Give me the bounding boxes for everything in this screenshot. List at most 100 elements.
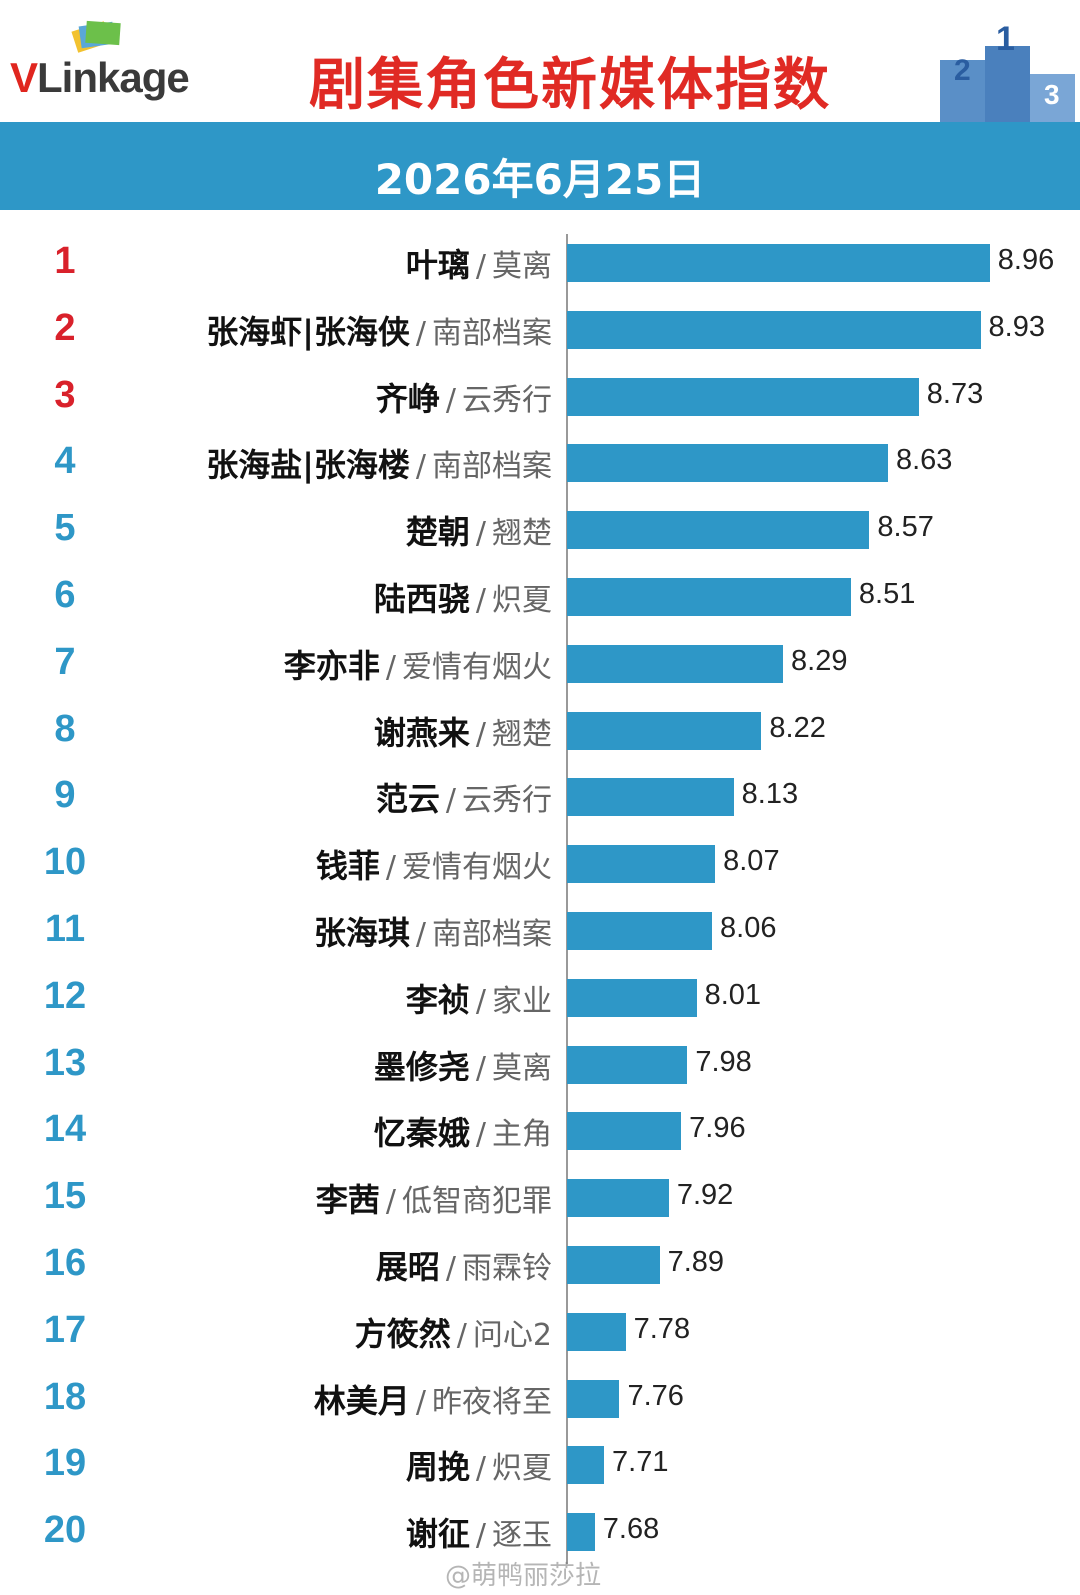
page-title: 剧集角色新媒体指数: [309, 53, 831, 118]
row-label: 谢征 / 逐玉: [406, 1509, 552, 1555]
drama-name: 爱情有烟火: [402, 850, 552, 886]
row-label: 齐峥 / 云秀行: [376, 374, 552, 420]
character-name: 叶璃: [405, 246, 470, 284]
chart-row: 18 林美月 / 昨夜将至 7.76: [0, 1370, 1080, 1437]
separator: /: [456, 1317, 467, 1353]
svg-text:3: 3: [1044, 79, 1060, 110]
drama-name: 南部档案: [432, 315, 552, 351]
svg-text:2: 2: [954, 54, 971, 87]
drama-name: 逐玉: [492, 1518, 552, 1554]
character-name: 钱菲: [315, 847, 380, 886]
chart-row: 7 李亦非 / 爱情有烟火 8.29: [0, 635, 1080, 702]
character-name: 周挽: [405, 1448, 470, 1487]
drama-name: 云秀行: [462, 783, 552, 819]
bar: [567, 912, 713, 950]
character-name: 方筱然: [354, 1314, 451, 1353]
character-name: 张海琪: [313, 914, 410, 952]
data-label: 8.13: [741, 778, 799, 811]
bar: [567, 978, 697, 1017]
data-label: 7.92: [676, 1179, 734, 1212]
character-name: 林美月: [313, 1381, 410, 1420]
bar: [567, 1379, 620, 1418]
drama-name: 翘楚: [492, 716, 552, 752]
bar: [567, 511, 870, 550]
character-name: 展昭: [375, 1248, 440, 1286]
separator: /: [415, 449, 426, 485]
date-text: 2026年6月25日: [374, 155, 706, 204]
row-label: 墨修尧 / 莫离: [374, 1042, 552, 1088]
vlinkage-logo: VLinkage: [10, 16, 250, 112]
row-label: 李茜 / 低智商犯罪: [316, 1175, 552, 1221]
rank-number: 11: [44, 908, 86, 950]
character-name: 范云: [375, 780, 440, 819]
drama-name: 低智商犯罪: [402, 1184, 552, 1220]
separator: /: [445, 783, 456, 819]
data-label: 8.51: [858, 578, 916, 610]
bar: [567, 444, 888, 483]
character-name: 楚朝: [405, 513, 470, 552]
chart-row: 1 叶璃 / 莫离 8.96: [0, 234, 1080, 301]
row-label: 谢燕来 / 翘楚: [374, 708, 552, 754]
rank-number: 17: [43, 1308, 87, 1351]
separator: /: [475, 983, 486, 1019]
logo-v: V: [10, 54, 38, 101]
drama-name: 炽夏: [492, 583, 552, 618]
drama-name: 南部档案: [432, 449, 552, 485]
data-label: 8.29: [791, 644, 848, 677]
rank-number: 3: [54, 373, 76, 416]
header: VLinkage 剧集角色新媒体指数 2 1 3: [0, 0, 1080, 122]
separator: /: [445, 382, 456, 418]
bar: [567, 644, 784, 683]
drama-name: 莫离: [492, 1050, 552, 1086]
data-label: 8.22: [769, 711, 826, 744]
data-label: 7.98: [695, 1045, 752, 1078]
bar: [567, 1179, 669, 1218]
logo-text: VLinkage: [10, 54, 190, 102]
bar: [567, 1446, 605, 1485]
character-name: 陆西骁: [373, 580, 470, 618]
drama-name: 主角: [492, 1117, 552, 1153]
bar: [567, 1513, 595, 1552]
chart-row: 14 忆秦娥 / 主角 7.96: [0, 1102, 1080, 1169]
chart-row: 16 展昭 / 雨霖铃 7.89: [0, 1236, 1080, 1303]
rank-number: 13: [43, 1041, 87, 1084]
separator: /: [475, 1117, 486, 1153]
data-label: 8.93: [988, 310, 1045, 343]
character-name: 李祯: [405, 980, 470, 1019]
data-label: 8.57: [877, 511, 934, 544]
rank-number: 5: [54, 507, 76, 550]
data-label: 7.68: [602, 1513, 660, 1546]
rank-number: 6: [54, 574, 76, 616]
separator: /: [475, 516, 486, 552]
character-name: 李茜: [315, 1181, 380, 1220]
bar: [567, 310, 981, 349]
character-name: 张海虾|张海侠: [206, 312, 410, 351]
chart-row: 4 张海盐|张海楼 / 南部档案 8.63: [0, 434, 1080, 501]
drama-name: 莫离: [492, 249, 552, 284]
bar: [567, 578, 851, 616]
row-label: 李亦非 / 爱情有烟火: [284, 641, 552, 687]
podium-icon: 2 1 3: [940, 20, 1075, 122]
rank-number: 14: [43, 1108, 87, 1151]
rank-number: 19: [43, 1442, 87, 1485]
row-label: 范云 / 云秀行: [376, 774, 552, 820]
date-banner: 2026年6月25日: [0, 122, 1080, 210]
chart-row: 15 李茜 / 低智商犯罪 7.92: [0, 1169, 1080, 1236]
row-label: 陆西骁 / 炽夏: [374, 574, 552, 620]
drama-name: 南部档案: [432, 917, 552, 952]
bar: [567, 845, 716, 884]
logo-cards-icon: [71, 20, 121, 53]
character-name: 张海盐|张海楼: [206, 446, 410, 485]
rank-number: 8: [54, 707, 76, 750]
ranking-bar-chart: 1 叶璃 / 莫离 8.96 2 张海虾|张海侠 / 南部档案 8.93 3 齐峥 / 云秀行 8.73 4 张…: [0, 210, 1080, 1595]
separator: /: [445, 1251, 456, 1286]
row-label: 李祯 / 家业: [406, 975, 552, 1021]
row-label: 方筱然 / 问心2: [355, 1309, 552, 1355]
bar: [567, 1246, 660, 1284]
row-label: 钱菲 / 爱情有烟火: [316, 841, 552, 887]
svg-text:1: 1: [996, 20, 1015, 58]
separator: /: [475, 583, 486, 618]
bar: [567, 377, 919, 416]
chart-row: 13 墨修尧 / 莫离 7.98: [0, 1036, 1080, 1103]
separator: /: [415, 1384, 426, 1420]
